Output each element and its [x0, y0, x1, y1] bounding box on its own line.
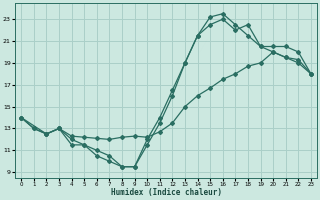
X-axis label: Humidex (Indice chaleur): Humidex (Indice chaleur) [111, 188, 221, 197]
